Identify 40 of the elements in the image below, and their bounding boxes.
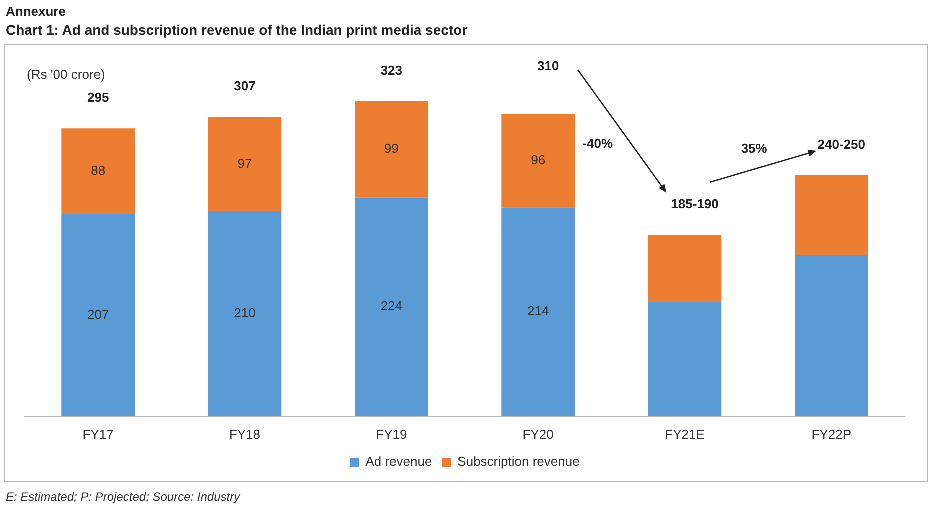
- bar: [355, 198, 428, 416]
- bar: [62, 128, 135, 214]
- data-label: 96: [531, 152, 546, 168]
- legend-label: Ad revenue: [366, 454, 432, 470]
- data-label: 214: [527, 304, 550, 319]
- total-label: 310: [537, 58, 560, 74]
- bar: [355, 101, 428, 198]
- x-tick-label: FY21E: [665, 426, 706, 442]
- total-label: 295: [87, 90, 110, 106]
- bar: [795, 175, 868, 256]
- chart-title: Annexure: [6, 4, 66, 19]
- text: (Rs '00 crore): [27, 67, 106, 82]
- annotation: 35%: [741, 141, 768, 156]
- total-label: 240-250: [818, 137, 866, 152]
- x-tick-label: FY18: [229, 426, 261, 442]
- data-label: 224: [380, 298, 403, 314]
- bar: [208, 212, 282, 416]
- data-label: 97: [238, 156, 252, 171]
- data-label: 88: [91, 163, 106, 178]
- x-tick-label: FY22P: [812, 426, 852, 442]
- legend-label: Subscription revenue: [458, 454, 580, 470]
- x-tick-label: FY20: [522, 426, 554, 442]
- bar: [648, 234, 722, 302]
- bar: [795, 255, 868, 416]
- data-label: 210: [234, 306, 256, 321]
- total-label: 185-190: [671, 196, 719, 212]
- annotation: -40%: [582, 136, 614, 152]
- text: E: Estimated; P: Projected; Source: Industry: [6, 490, 240, 504]
- total-label: 323: [380, 62, 403, 78]
- total-label: 307: [234, 78, 256, 94]
- bar: [208, 116, 282, 212]
- bar: [502, 208, 575, 416]
- bar: [62, 214, 135, 416]
- bar: [502, 114, 575, 208]
- chart-subtitle: Chart 1: Ad and subscription revenue of the Indian print media sector: [6, 22, 468, 38]
- data-label: 207: [87, 307, 110, 322]
- bar: [648, 302, 722, 416]
- data-label: 99: [384, 141, 399, 156]
- x-tick-label: FY17: [82, 426, 114, 442]
- x-tick-label: FY19: [376, 426, 408, 442]
